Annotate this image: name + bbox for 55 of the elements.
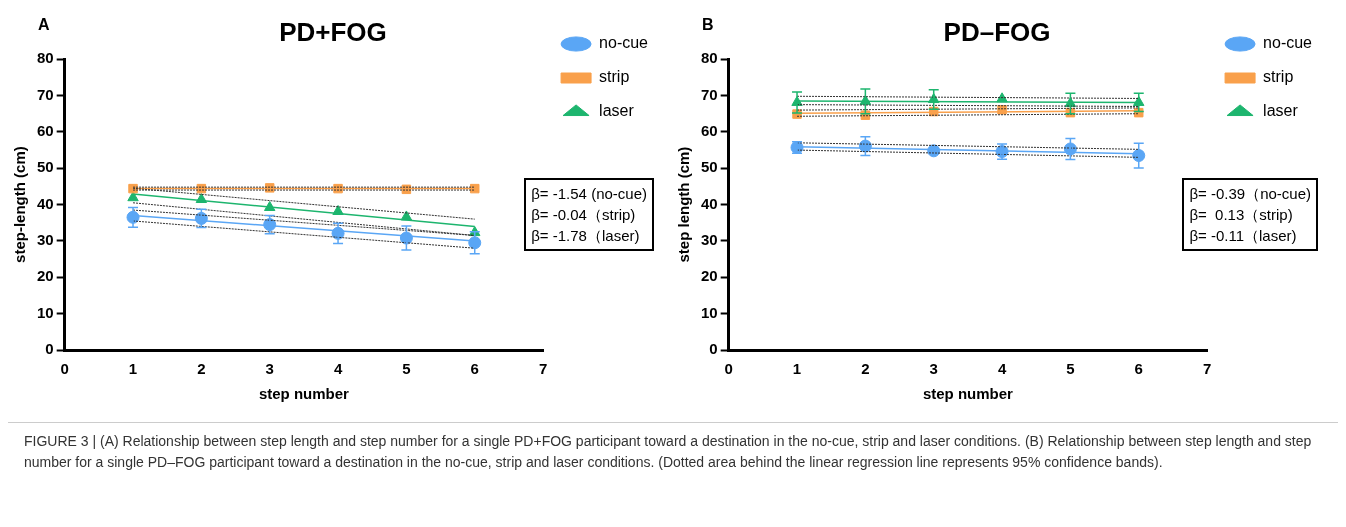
y-axis-title: step length (cm) [675, 146, 693, 263]
legend-label: laser [1263, 102, 1299, 120]
legend-label: no-cue [1263, 34, 1313, 52]
x-tick-label: 7 [1202, 360, 1212, 378]
annotation: β= -0.39（no-cue) [1189, 184, 1311, 204]
y-tick-label: 70 [37, 85, 54, 103]
x-tick-label: 6 [1134, 360, 1143, 378]
annotation: β= -0.11（laser) [1189, 226, 1298, 246]
caption: FIGURE 3 | (A) Relationship between step length and step number for a single PD+FOG participant toward a destination in the no-cue, strip and laser conditions. (B) Relationship between step length and step number for a single PD–FOG participant toward a destination in the no-cue, strip and laser conditions. (Dotted area behind the linear regression line represents 95% confidence bands). [8, 422, 1338, 481]
text: A [38, 16, 50, 34]
annotation: β= -1.78（laser) [531, 226, 641, 246]
y-axis-title: step-length (cm) [11, 146, 29, 263]
x-tick-label: 1 [128, 360, 138, 378]
y-tick-label: 40 [37, 194, 54, 212]
y-tick-label: 40 [701, 194, 718, 212]
text: B [702, 16, 714, 34]
x-tick-label: 4 [333, 360, 343, 378]
legend-label: laser [599, 102, 635, 120]
x-tick-label: 1 [792, 360, 802, 378]
y-tick-label: 50 [37, 158, 54, 176]
x-tick-label: 0 [724, 360, 733, 378]
legend-label: no-cue [599, 34, 649, 52]
annotation: β= -1.54 (no-cue) [531, 184, 647, 204]
annotation: β= 0.13（strip) [1189, 205, 1294, 225]
x-axis-title: step number [258, 385, 350, 403]
legend-label: strip [599, 68, 630, 86]
x-tick-label: 7 [538, 360, 548, 378]
y-tick-label: 0 [709, 340, 718, 358]
x-tick-label: 5 [402, 360, 411, 378]
chart-title: PD–FOG [943, 16, 1051, 47]
y-tick-label: 70 [701, 85, 718, 103]
x-tick-label: 3 [929, 360, 938, 378]
annotation: β= -0.04（strip) [531, 205, 637, 225]
x-tick-label: 5 [1066, 360, 1075, 378]
y-tick-label: 20 [37, 267, 54, 285]
y-tick-label: 50 [701, 158, 718, 176]
y-tick-label: 10 [701, 303, 718, 321]
y-tick-label: 60 [701, 122, 718, 140]
y-tick-label: 60 [37, 122, 54, 140]
y-tick-label: 0 [45, 340, 54, 358]
y-tick-label: 30 [701, 231, 718, 249]
x-tick-label: 2 [197, 360, 206, 378]
x-tick-label: 3 [265, 360, 274, 378]
y-tick-label: 10 [37, 303, 54, 321]
legend-label: strip [1263, 68, 1294, 86]
y-tick-label: 20 [701, 267, 718, 285]
x-tick-label: 0 [60, 360, 69, 378]
x-axis-title: step number [922, 385, 1014, 403]
y-tick-label: 30 [37, 231, 54, 249]
y-tick-label: 80 [37, 49, 54, 67]
chart-title: PD+FOG [279, 16, 387, 47]
x-tick-label: 6 [470, 360, 479, 378]
x-tick-label: 4 [997, 360, 1007, 378]
x-tick-label: 2 [861, 360, 870, 378]
y-tick-label: 80 [701, 49, 718, 67]
